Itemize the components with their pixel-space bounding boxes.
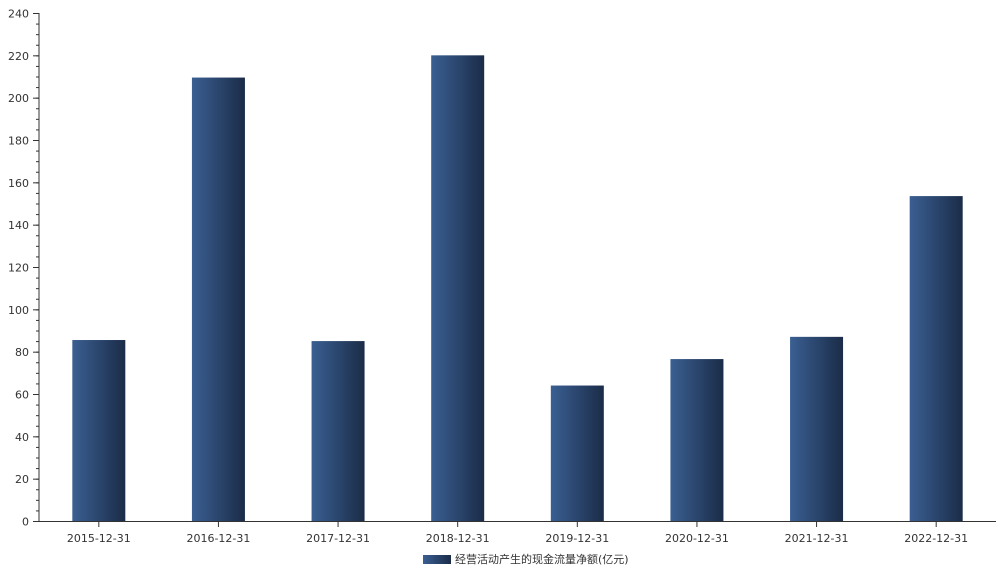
bar [311,341,365,521]
y-tick-label: 100 [8,304,29,317]
y-tick-label: 200 [8,92,29,105]
y-tick-label: 140 [8,219,29,232]
bar [670,359,724,521]
legend: 经营活动产生的现金流量净额(亿元) [423,552,629,566]
x-tick-label: 2019-12-31 [545,532,609,545]
x-tick-label: 2017-12-31 [306,532,370,545]
y-tick-label: 80 [15,346,29,359]
legend-label: 经营活动产生的现金流量净额(亿元) [455,552,629,566]
y-tick-label: 240 [8,8,29,21]
x-tick-label: 2015-12-31 [67,532,131,545]
x-tick-label: 2018-12-31 [426,532,490,545]
legend-swatch [423,555,451,564]
y-tick-label: 160 [8,177,29,190]
bar [550,385,604,521]
x-axis: 2015-12-31 2016-12-31 2017-12-31 2018-12-31… [39,521,996,545]
bar [790,336,844,521]
y-tick-label: 0 [22,516,29,529]
bars [72,55,963,521]
y-axis: 0 20 40 60 80 100 120 140 160 180 200 220 240 [8,8,40,529]
x-tick-label: 2016-12-31 [186,532,250,545]
y-tick-label: 20 [15,473,29,486]
bar [431,55,485,521]
y-tick-label: 220 [8,50,29,63]
y-tick-label: 120 [8,262,29,275]
x-tick-label: 2022-12-31 [904,532,968,545]
y-tick-label: 180 [8,135,29,148]
bar [72,340,126,521]
x-tick-label: 2021-12-31 [785,532,849,545]
y-tick-label: 40 [15,431,29,444]
y-tick-label: 60 [15,389,29,402]
bar [909,196,963,521]
x-tick-label: 2020-12-31 [665,532,729,545]
bar [191,77,245,521]
